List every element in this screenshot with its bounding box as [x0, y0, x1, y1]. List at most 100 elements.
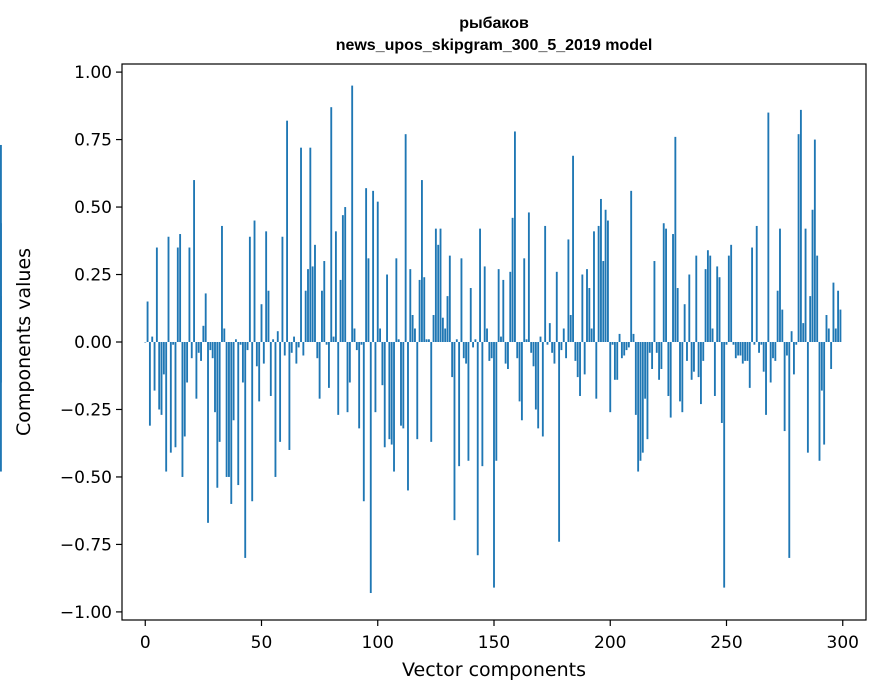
bar	[337, 342, 340, 415]
bar	[709, 255, 712, 342]
bar	[758, 342, 760, 353]
bar	[704, 269, 707, 342]
bar	[667, 342, 670, 396]
bar	[365, 188, 368, 342]
bar	[372, 190, 375, 342]
bar	[332, 336, 335, 342]
bar	[748, 342, 751, 388]
bar	[839, 309, 842, 342]
bar	[520, 342, 523, 421]
bar	[381, 342, 384, 386]
bar	[223, 328, 226, 342]
bar	[462, 342, 465, 359]
bar	[688, 274, 691, 342]
bar	[620, 342, 623, 359]
bar	[430, 342, 433, 442]
bar	[730, 244, 733, 342]
bar	[353, 328, 356, 342]
bar	[151, 336, 154, 342]
bar	[409, 269, 412, 342]
bar	[507, 342, 509, 369]
bar	[755, 225, 758, 342]
bar	[811, 209, 814, 342]
bar	[627, 342, 630, 348]
bar	[555, 271, 558, 342]
bar	[697, 342, 700, 378]
bar	[797, 134, 800, 342]
bar	[702, 342, 705, 361]
bar	[253, 220, 256, 342]
bar	[188, 247, 191, 342]
bar	[644, 342, 647, 399]
bar	[574, 342, 577, 361]
bar	[258, 342, 261, 402]
bar	[267, 290, 270, 342]
bar	[344, 207, 347, 342]
y-tick-label: 1.00	[74, 63, 112, 83]
bar	[681, 342, 684, 413]
bar	[632, 333, 635, 342]
bar	[486, 328, 488, 342]
bar	[0, 342, 2, 472]
bar	[718, 277, 721, 342]
bar	[400, 342, 402, 426]
bar	[553, 342, 556, 364]
bar	[393, 342, 395, 472]
bar	[228, 342, 230, 477]
bar	[706, 250, 709, 342]
bar	[279, 342, 282, 442]
bar	[683, 304, 686, 342]
bar	[548, 323, 551, 342]
bar	[434, 228, 437, 342]
bar	[460, 258, 463, 342]
bar	[274, 342, 277, 477]
y-tick-label: −1.00	[60, 603, 112, 623]
bar	[153, 342, 156, 391]
bar	[418, 279, 421, 342]
bar	[595, 342, 598, 399]
bar	[209, 342, 212, 351]
bar	[346, 342, 349, 413]
bar	[355, 342, 358, 351]
bar	[176, 247, 179, 342]
bar	[167, 236, 170, 342]
bar	[479, 228, 481, 342]
bar	[544, 225, 547, 342]
bar	[455, 339, 458, 342]
bar	[525, 339, 528, 342]
bar	[576, 342, 579, 378]
bar	[269, 342, 272, 396]
bar	[197, 342, 200, 353]
bar	[351, 85, 354, 342]
bar	[348, 342, 351, 383]
bar	[230, 342, 233, 504]
bar	[448, 255, 451, 342]
bar	[765, 342, 767, 415]
bar	[790, 331, 793, 342]
bar	[820, 342, 823, 391]
x-tick-label: 250	[710, 633, 742, 653]
bar	[651, 342, 654, 369]
bar	[467, 342, 470, 461]
x-tick-label: 50	[251, 633, 273, 653]
bar	[446, 296, 449, 342]
bar	[823, 342, 826, 445]
bar	[658, 342, 661, 380]
bar	[265, 231, 268, 342]
bar	[767, 112, 770, 342]
bar	[779, 228, 781, 342]
bar	[225, 342, 228, 477]
bar	[476, 342, 479, 556]
bar	[551, 342, 554, 353]
bar	[290, 342, 293, 353]
bar	[737, 342, 740, 356]
x-axis: 0 50 100 150 200 250 300	[140, 620, 859, 653]
bar	[181, 342, 184, 477]
bar	[834, 328, 837, 342]
bar	[395, 258, 398, 342]
bar	[739, 342, 742, 356]
bar	[693, 342, 695, 372]
bar	[530, 342, 533, 353]
bar	[676, 288, 679, 342]
